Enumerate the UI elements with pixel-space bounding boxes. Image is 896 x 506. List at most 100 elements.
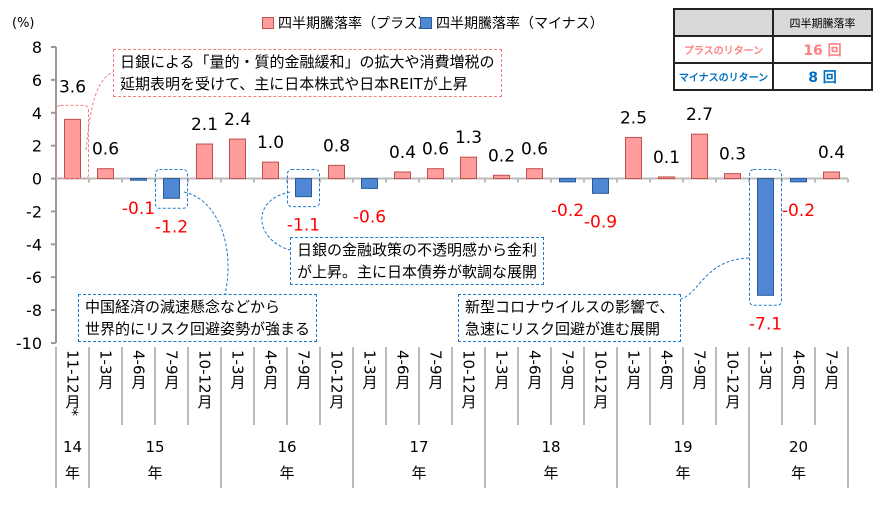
data-label: 0.6 bbox=[521, 140, 548, 160]
bar bbox=[64, 118, 81, 180]
data-label: 0.4 bbox=[818, 143, 845, 163]
y-tick-label: 0 bbox=[32, 170, 42, 189]
year-suffix: 年 bbox=[411, 464, 426, 482]
annotation-line: 急速にリスク回避が進む展開 bbox=[465, 320, 661, 338]
x-tick-label: 1-3月 bbox=[97, 350, 115, 391]
x-tick-label: 4-6月 bbox=[658, 350, 676, 391]
data-label: 2.5 bbox=[620, 108, 647, 128]
bar bbox=[592, 178, 609, 194]
bar bbox=[823, 171, 840, 180]
year-suffix: 年 bbox=[147, 464, 162, 482]
x-tick-label: 4-6月 bbox=[394, 350, 412, 391]
highlight-box-minus bbox=[155, 169, 188, 209]
x-tick-label: 10-12月 bbox=[460, 350, 478, 410]
data-label: -0.2 bbox=[551, 201, 584, 221]
y-tick-label: 8 bbox=[32, 38, 42, 57]
year-suffix: 年 bbox=[791, 464, 806, 482]
data-label: -0.9 bbox=[584, 212, 617, 232]
x-tick-label: 10-12月 bbox=[724, 350, 742, 410]
annotation-line: 新型コロナウイルスの影響で、 bbox=[465, 298, 675, 316]
data-label: 0.8 bbox=[323, 136, 350, 156]
x-tick-label: 7-9月 bbox=[691, 350, 709, 391]
data-label: 0.2 bbox=[488, 146, 515, 166]
data-label: 0.4 bbox=[389, 143, 416, 163]
year-suffix: 年 bbox=[675, 464, 690, 482]
y-tick-label: 2 bbox=[32, 137, 42, 156]
year-label: 18 bbox=[541, 438, 560, 456]
x-tick-label: 4-6月 bbox=[262, 350, 280, 391]
legend-item-minus: 四半期騰落率（マイナス） bbox=[420, 13, 604, 33]
year-suffix: 年 bbox=[543, 464, 558, 482]
y-tick-label: 6 bbox=[32, 71, 42, 90]
y-tick-label: -10 bbox=[16, 334, 42, 353]
data-label: 1.0 bbox=[257, 133, 284, 153]
x-tick-label: 1-3月 bbox=[361, 350, 379, 391]
connector-line bbox=[183, 191, 229, 295]
year-suffix: 年 bbox=[279, 464, 294, 482]
highlight-box-minus bbox=[749, 169, 782, 306]
table-row-label: マイナスのリターン bbox=[673, 62, 774, 91]
data-label: 0.6 bbox=[422, 140, 449, 160]
table-row-label: プラスのリターン bbox=[673, 35, 774, 64]
bar bbox=[229, 138, 246, 180]
bar bbox=[493, 174, 510, 180]
bar bbox=[295, 178, 312, 198]
data-label: 3.6 bbox=[59, 77, 86, 97]
annotation-line: が上昇。主に日本債券が軟調な展開 bbox=[297, 263, 538, 281]
year-suffix: 年 bbox=[65, 464, 80, 482]
x-tick-label: 7-9月 bbox=[427, 350, 445, 391]
y-axis-unit: (%) bbox=[12, 16, 35, 31]
bar bbox=[559, 178, 576, 183]
bar bbox=[361, 178, 378, 189]
bar bbox=[460, 156, 477, 180]
data-label: -0.2 bbox=[782, 201, 815, 221]
table-row: マイナスのリターン 8 回 bbox=[673, 62, 873, 91]
table-header: 四半期騰落率 bbox=[772, 8, 873, 37]
legend-label-minus: 四半期騰落率（マイナス） bbox=[436, 16, 604, 32]
table-header-row: 四半期騰落率 bbox=[673, 8, 873, 37]
connector-line bbox=[673, 257, 750, 301]
data-label: -0.6 bbox=[353, 207, 386, 227]
y-tick-label: -6 bbox=[26, 268, 42, 287]
bar bbox=[394, 171, 411, 180]
x-tick-label: 10-12月 bbox=[328, 350, 346, 410]
x-tick-label: 4-6月 bbox=[526, 350, 544, 391]
annotation-boj-easing: 日銀による「量的・質的金融緩和」の拡大や消費増税の 延期表明を受けて、主に日本株… bbox=[113, 49, 502, 97]
data-label: -0.1 bbox=[122, 199, 155, 219]
bar bbox=[163, 178, 180, 199]
annotation-line: 日銀による「量的・質的金融緩和」の拡大や消費増税の bbox=[120, 53, 495, 71]
year-label: 16 bbox=[277, 438, 296, 456]
y-tick-label: 4 bbox=[32, 104, 42, 123]
bar bbox=[196, 143, 213, 180]
x-tick-label: 7-9月 bbox=[163, 350, 181, 391]
table-corner bbox=[673, 8, 774, 37]
year-label: 14 bbox=[63, 438, 82, 456]
annotation-line: 世界的にリスク回避姿勢が強まる bbox=[85, 320, 311, 338]
bar bbox=[625, 136, 642, 180]
y-tick-label: -8 bbox=[26, 301, 42, 320]
table-row-value: 16 回 bbox=[772, 35, 873, 64]
table-row-value: 8 回 bbox=[772, 62, 873, 91]
data-label: 2.7 bbox=[686, 105, 713, 125]
year-label: 17 bbox=[409, 438, 428, 456]
data-label: 0.3 bbox=[719, 145, 746, 165]
data-label: -7.1 bbox=[749, 314, 782, 334]
x-tick-label: 7-9月 bbox=[823, 350, 841, 391]
data-label: 0.1 bbox=[653, 148, 680, 168]
x-tick-label: 10-12月 bbox=[196, 350, 214, 410]
data-label: 1.3 bbox=[455, 128, 482, 148]
legend-swatch-minus bbox=[420, 17, 432, 29]
year-label: 20 bbox=[789, 438, 808, 456]
bar bbox=[658, 176, 675, 180]
x-tick-label: 11-12月* bbox=[64, 350, 82, 417]
bar bbox=[691, 133, 708, 180]
x-tick-label: 7-9月 bbox=[559, 350, 577, 391]
x-tick-label: 4-6月 bbox=[130, 350, 148, 391]
highlight-box-plus bbox=[56, 104, 89, 180]
annotation-line: 中国経済の減速懸念などから bbox=[85, 298, 281, 316]
annotation-china-slowdown: 中国経済の減速懸念などから 世界的にリスク回避姿勢が強まる bbox=[78, 294, 318, 342]
bar bbox=[724, 173, 741, 180]
legend-label-plus: 四半期騰落率（プラス） bbox=[278, 16, 432, 32]
x-tick-label: 7-9月 bbox=[295, 350, 313, 391]
data-label: -1.1 bbox=[287, 216, 320, 236]
